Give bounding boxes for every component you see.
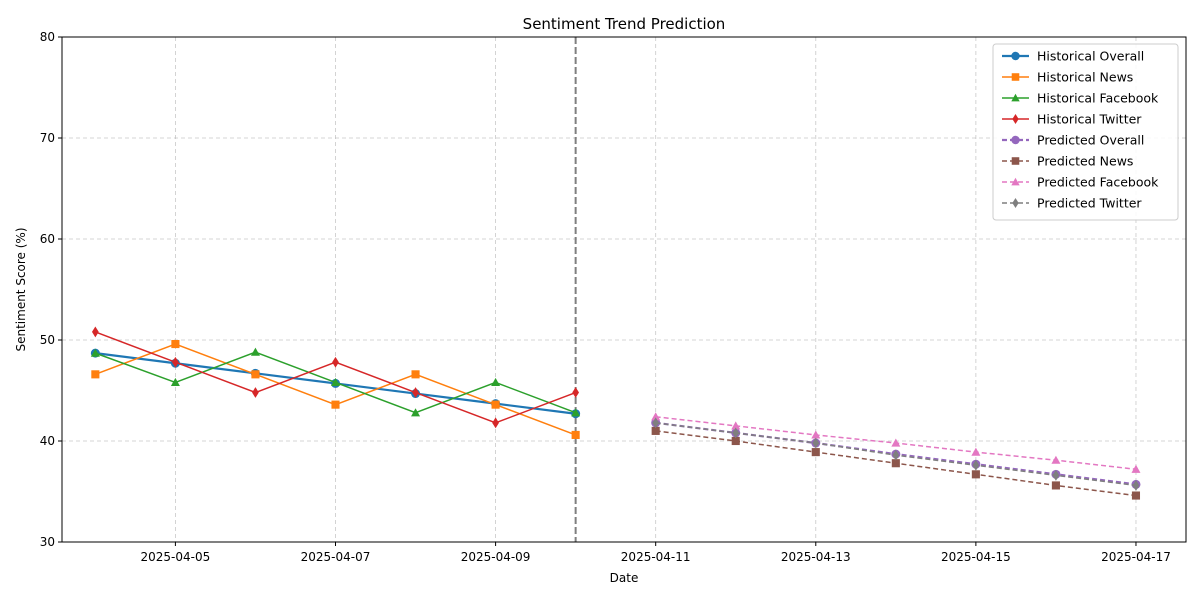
legend-marker	[1012, 113, 1019, 125]
legend-label: Predicted Facebook	[1037, 175, 1159, 190]
y-tick-label: 50	[40, 333, 55, 347]
data-point	[811, 430, 821, 439]
series-group	[90, 326, 1141, 500]
legend-label: Historical Twitter	[1037, 112, 1142, 127]
y-tick-label: 60	[40, 232, 55, 246]
series-predicted-facebook	[651, 412, 1141, 473]
legend-item-predicted-twitter: Predicted Twitter	[1002, 196, 1142, 211]
x-tick-label: 2025-04-11	[621, 550, 691, 564]
x-tick-label: 2025-04-09	[461, 550, 531, 564]
data-point	[732, 427, 740, 439]
legend-marker	[1011, 51, 1020, 61]
y-tick-label: 30	[40, 535, 55, 549]
series-predicted-twitter	[652, 417, 1140, 491]
data-point	[1131, 491, 1141, 500]
data-point	[171, 339, 180, 349]
legend-label: Historical Facebook	[1037, 91, 1159, 106]
legend-marker	[1012, 197, 1019, 209]
data-point	[331, 400, 340, 409]
legend-marker	[1011, 157, 1020, 165]
y-tick-label: 70	[40, 131, 55, 145]
data-point	[491, 377, 501, 387]
data-point	[971, 470, 980, 479]
data-point	[731, 436, 740, 446]
legend-box	[992, 43, 1179, 221]
x-axis-label: Date	[610, 571, 639, 585]
series-historical-twitter	[91, 326, 580, 429]
data-point	[491, 400, 500, 409]
data-point	[571, 408, 581, 417]
data-point	[411, 408, 421, 417]
data-point	[411, 370, 420, 379]
legend-item-predicted-news: Predicted News	[1002, 154, 1133, 169]
data-point	[91, 326, 99, 338]
data-point	[492, 417, 499, 429]
data-point	[332, 356, 339, 368]
legend-item-historical-twitter: Historical Twitter	[1002, 112, 1142, 127]
legend-label: Predicted Overall	[1037, 133, 1144, 148]
chart-title: Sentiment Trend Prediction	[523, 15, 726, 33]
x-tick-label: 2025-04-17	[1101, 550, 1171, 564]
legend-marker	[1011, 73, 1020, 81]
series-historical-facebook	[90, 347, 581, 417]
data-point	[971, 447, 981, 456]
data-point	[651, 412, 661, 421]
legend-item-predicted-overall: Predicted Overall	[1002, 133, 1144, 148]
x-tick-label: 2025-04-15	[941, 550, 1011, 564]
data-point	[1051, 455, 1061, 464]
data-point	[1132, 480, 1140, 491]
legend-marker	[1011, 93, 1020, 102]
x-tick-label: 2025-04-07	[301, 550, 371, 564]
axis-ticks: 30 40 50 60 70 80 2025-04-05 2025-04-07 2025-04-…	[40, 30, 1171, 564]
x-tick-label: 2025-04-13	[781, 550, 851, 564]
legend-label: Historical News	[1037, 70, 1133, 85]
legend-marker	[1011, 135, 1020, 145]
data-point	[250, 347, 260, 356]
legend-label: Historical Overall	[1037, 49, 1144, 64]
data-point	[812, 437, 820, 449]
data-point	[972, 459, 980, 471]
y-tick-label: 40	[40, 434, 55, 448]
legend-label: Predicted Twitter	[1037, 196, 1142, 211]
legend-item-historical-overall: Historical Overall	[1002, 49, 1144, 64]
legend-item-historical-facebook: Historical Facebook	[1002, 91, 1159, 106]
legend-label: Predicted News	[1037, 154, 1133, 169]
data-point	[1051, 481, 1060, 490]
data-point	[892, 449, 900, 461]
data-point	[90, 348, 100, 357]
data-point	[1052, 469, 1060, 481]
plot-frame	[61, 36, 1187, 543]
data-point	[170, 377, 180, 387]
data-point	[731, 421, 741, 430]
series-historical-news	[91, 339, 580, 439]
data-point	[251, 370, 260, 379]
data-point	[252, 387, 259, 398]
data-point	[891, 438, 901, 447]
data-point	[412, 387, 419, 398]
legend-item-predicted-facebook: Predicted Facebook	[1002, 175, 1159, 190]
y-tick-label: 80	[40, 30, 55, 44]
data-point	[330, 377, 340, 387]
legend: Historical Overall Historical News Histori…	[992, 43, 1179, 221]
data-point	[571, 430, 580, 439]
data-point	[651, 426, 660, 435]
data-point	[1131, 464, 1141, 473]
legend-item-historical-news: Historical News	[1002, 70, 1133, 85]
x-tick-label: 2025-04-05	[141, 550, 211, 564]
y-axis-label: Sentiment Score (%)	[14, 227, 28, 351]
series-predicted-news	[651, 426, 1141, 500]
data-point	[572, 387, 580, 398]
data-point	[811, 448, 820, 457]
data-point	[172, 356, 179, 368]
data-point	[652, 417, 660, 429]
data-point	[91, 370, 100, 379]
data-point	[891, 459, 900, 468]
legend-marker	[1011, 177, 1020, 186]
